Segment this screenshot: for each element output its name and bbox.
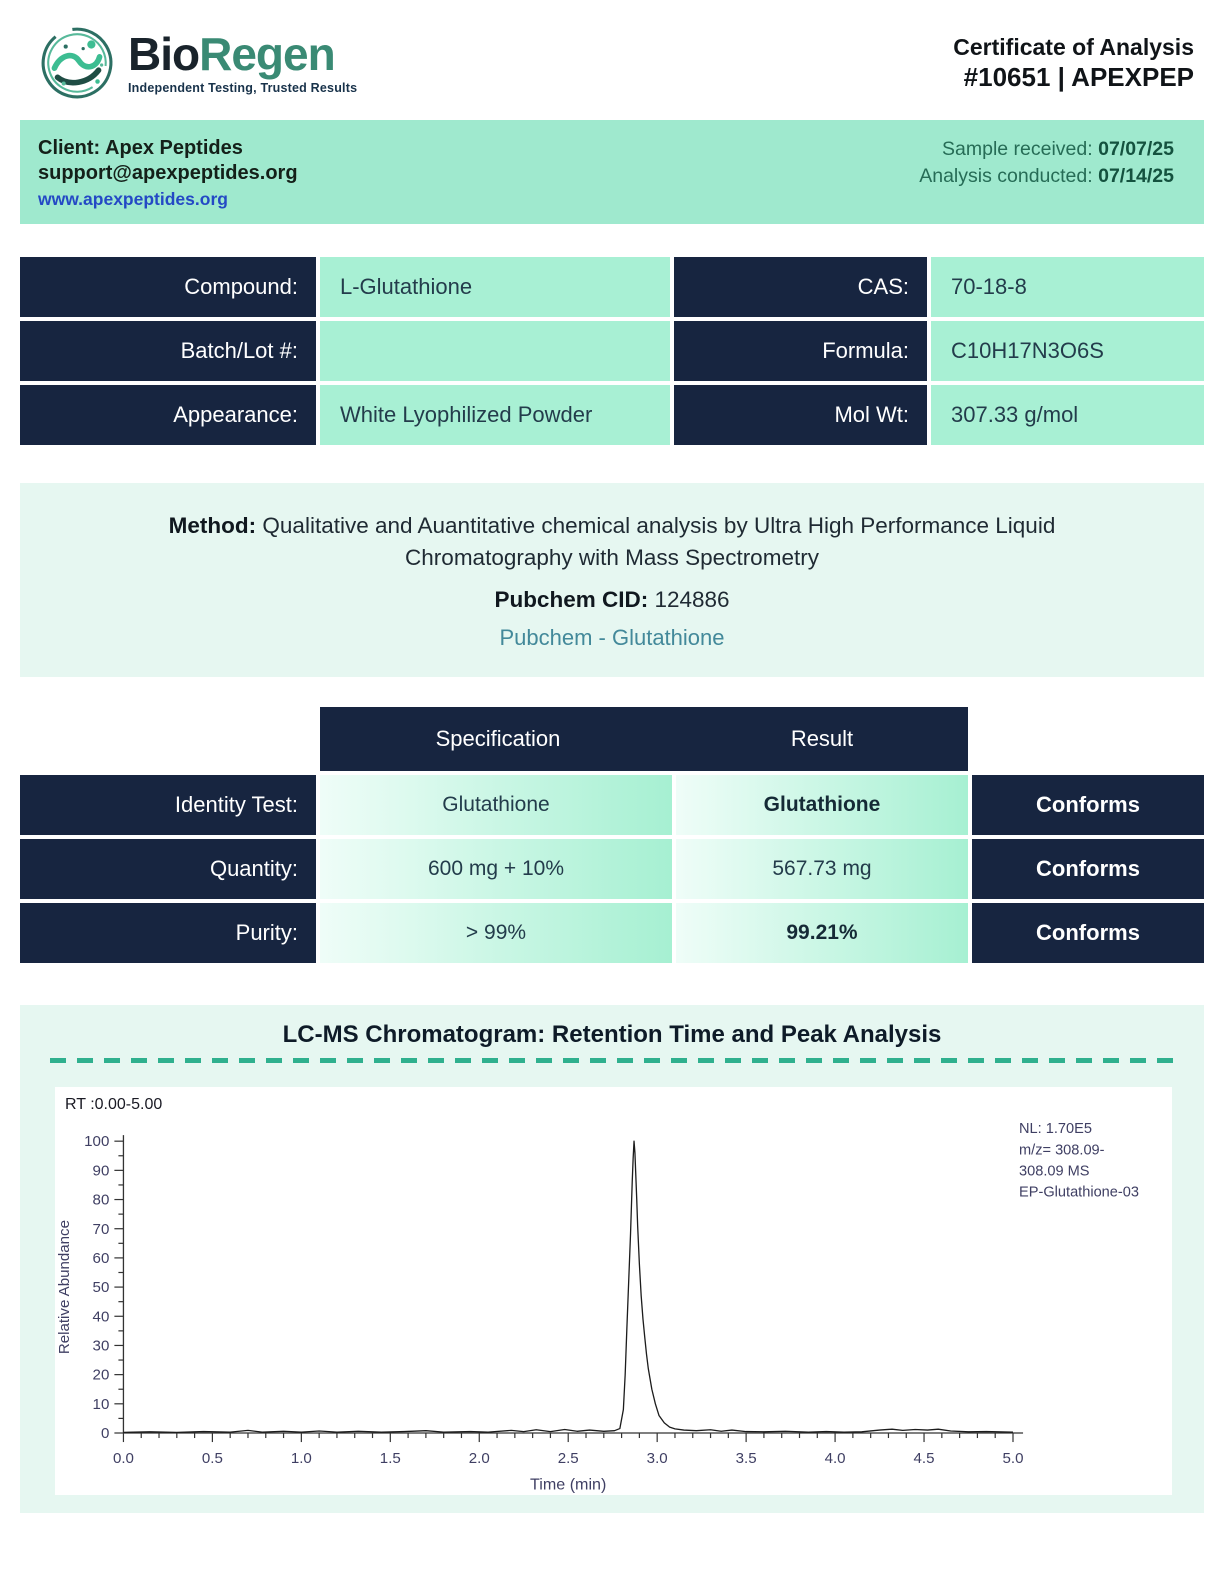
sample-received-label: Sample received: xyxy=(942,138,1093,160)
compound-info-table: Compound: L-Glutathione CAS: 70-18-8 Bat… xyxy=(20,257,1204,445)
results-header-spacer-left xyxy=(20,707,316,771)
document-id-block: Certificate of Analysis #10651 | APEXPEP xyxy=(953,33,1194,93)
pubchem-cid-label: Pubchem CID: xyxy=(494,587,649,612)
brand-name-bio: Bio xyxy=(128,28,200,80)
svg-text:50: 50 xyxy=(93,1279,110,1296)
formula-value: C10H17N3O6S xyxy=(931,321,1204,381)
quantity-status: Conforms xyxy=(972,839,1204,899)
purity-status: Conforms xyxy=(972,903,1204,963)
analysis-conducted-label: Analysis conducted: xyxy=(919,165,1093,188)
svg-text:60: 60 xyxy=(93,1250,110,1267)
method-panel: Method: Qualitative and Auantitative che… xyxy=(20,483,1204,677)
doc-title: Certificate of Analysis xyxy=(953,34,1194,61)
svg-text:2.0: 2.0 xyxy=(469,1450,490,1467)
results-header-spacer-right xyxy=(972,707,1204,771)
svg-text:4.5: 4.5 xyxy=(914,1450,935,1467)
svg-text:30: 30 xyxy=(93,1337,110,1354)
formula-label: Formula: xyxy=(674,321,927,381)
identity-test-result: Glutathione xyxy=(676,775,968,835)
pubchem-link[interactable]: Pubchem - Glutathione xyxy=(499,625,725,650)
method-description: Method: Qualitative and Auantitative che… xyxy=(117,510,1107,573)
bioregen-logo-icon xyxy=(41,27,113,99)
method-label: Method: xyxy=(168,513,257,538)
identity-test-spec: Glutathione xyxy=(320,775,672,835)
svg-text:80: 80 xyxy=(93,1192,110,1209)
column-header-result: Result xyxy=(790,726,854,751)
svg-text:Relative Abundance: Relative Abundance xyxy=(56,1220,73,1354)
cas-label: CAS: xyxy=(674,257,927,317)
brand: BioRegen Independent Testing, Trusted Re… xyxy=(38,24,357,102)
quantity-spec: 600 mg + 10% xyxy=(320,839,672,899)
pubchem-cid-line: Pubchem CID: 124886 xyxy=(60,587,1164,613)
column-header-specification: Specification xyxy=(435,726,561,751)
quantity-label: Quantity: xyxy=(20,839,316,899)
brand-name: BioRegen xyxy=(128,31,357,77)
svg-text:1.5: 1.5 xyxy=(380,1450,401,1467)
svg-text:3.0: 3.0 xyxy=(647,1450,668,1467)
svg-text:5.0: 5.0 xyxy=(1003,1450,1024,1467)
brand-text: BioRegen Independent Testing, Trusted Re… xyxy=(128,31,357,95)
identity-test-label: Identity Test: xyxy=(20,775,316,835)
doc-number: #10651 | APEXPEP xyxy=(963,61,1194,92)
svg-text:308.09 MS: 308.09 MS xyxy=(1019,1163,1090,1179)
svg-text:0.5: 0.5 xyxy=(202,1450,223,1467)
svg-text:m/z= 308.09-: m/z= 308.09- xyxy=(1019,1142,1105,1158)
svg-text:EP-Glutathione-03: EP-Glutathione-03 xyxy=(1019,1185,1139,1201)
dashed-divider xyxy=(50,1058,1174,1063)
brand-tagline: Independent Testing, Trusted Results xyxy=(128,81,358,95)
svg-text:70: 70 xyxy=(93,1221,110,1238)
pubchem-cid-value: 124886 xyxy=(654,587,730,612)
client-email: support@apexpeptides.org xyxy=(38,162,298,184)
analysis-conducted-line: Analysis conducted: 07/14/25 xyxy=(919,163,1174,190)
identity-test-status: Conforms xyxy=(972,775,1204,835)
sample-dates: Sample received: 07/07/25 Analysis condu… xyxy=(919,136,1174,210)
svg-text:4.0: 4.0 xyxy=(825,1450,846,1467)
batch-lot-label: Batch/Lot #: xyxy=(20,321,316,381)
molwt-value: 307.33 g/mol xyxy=(931,385,1204,445)
sample-received-date: 07/07/25 xyxy=(1098,138,1174,160)
chromatogram-title: LC-MS Chromatogram: Retention Time and P… xyxy=(282,1021,942,1048)
appearance-value: White Lyophilized Powder xyxy=(320,385,670,445)
client-website-link[interactable]: www.apexpeptides.org xyxy=(38,189,228,209)
svg-text:0: 0 xyxy=(101,1425,109,1442)
results-table: Specification Result Identity Test: Glut… xyxy=(20,707,1204,963)
chromatogram-chart: 0 10 20 30 40 50 60 70 80 90 100 0.0 0.5 1.0 1.5 2.0 2.5… xyxy=(56,1121,1139,1493)
svg-text:3.5: 3.5 xyxy=(736,1450,757,1467)
svg-text:100: 100 xyxy=(84,1133,109,1150)
chromatogram-section: LC-MS Chromatogram: Retention Time and P… xyxy=(20,1005,1204,1514)
appearance-label: Appearance: xyxy=(20,385,316,445)
batch-lot-value xyxy=(320,321,670,381)
compound-label: Compound: xyxy=(20,257,316,317)
molwt-label: Mol Wt: xyxy=(674,385,927,445)
svg-text:2.5: 2.5 xyxy=(558,1450,579,1467)
brand-name-regen: Regen xyxy=(199,28,336,80)
method-text: Qualitative and Auantitative chemical an… xyxy=(262,513,1056,570)
analysis-conducted-date: 07/14/25 xyxy=(1098,165,1174,188)
client-info-bar: Client: Apex Peptides support@apexpeptid… xyxy=(20,120,1204,224)
purity-spec: > 99% xyxy=(320,903,672,963)
svg-text:NL: 1.70E5: NL: 1.70E5 xyxy=(1019,1121,1092,1137)
svg-text:40: 40 xyxy=(93,1308,110,1325)
rt-range-label: RT :0.00-5.00 xyxy=(65,1096,163,1113)
svg-text:90: 90 xyxy=(93,1162,110,1179)
sample-received-line: Sample received: 07/07/25 xyxy=(919,136,1174,163)
chromatogram-plot: RT :0.00-5.00 0 10 20 30 40 50 60 70 80 90 100 0.0 0… xyxy=(55,1087,1172,1496)
svg-text:0.0: 0.0 xyxy=(113,1450,134,1467)
svg-text:20: 20 xyxy=(93,1367,110,1384)
header: BioRegen Independent Testing, Trusted Re… xyxy=(0,0,1224,110)
cas-value: 70-18-8 xyxy=(931,257,1204,317)
svg-text:10: 10 xyxy=(93,1396,110,1413)
svg-text:Time (min): Time (min) xyxy=(530,1475,606,1493)
client-details: Client: Apex Peptides support@apexpeptid… xyxy=(38,136,298,210)
svg-text:1.0: 1.0 xyxy=(291,1450,312,1467)
results-header: Specification Result xyxy=(320,707,968,771)
purity-label: Purity: xyxy=(20,903,316,963)
compound-value: L-Glutathione xyxy=(320,257,670,317)
quantity-result: 567.73 mg xyxy=(676,839,968,899)
purity-result: 99.21% xyxy=(676,903,968,963)
client-name: Client: Apex Peptides xyxy=(38,137,243,159)
